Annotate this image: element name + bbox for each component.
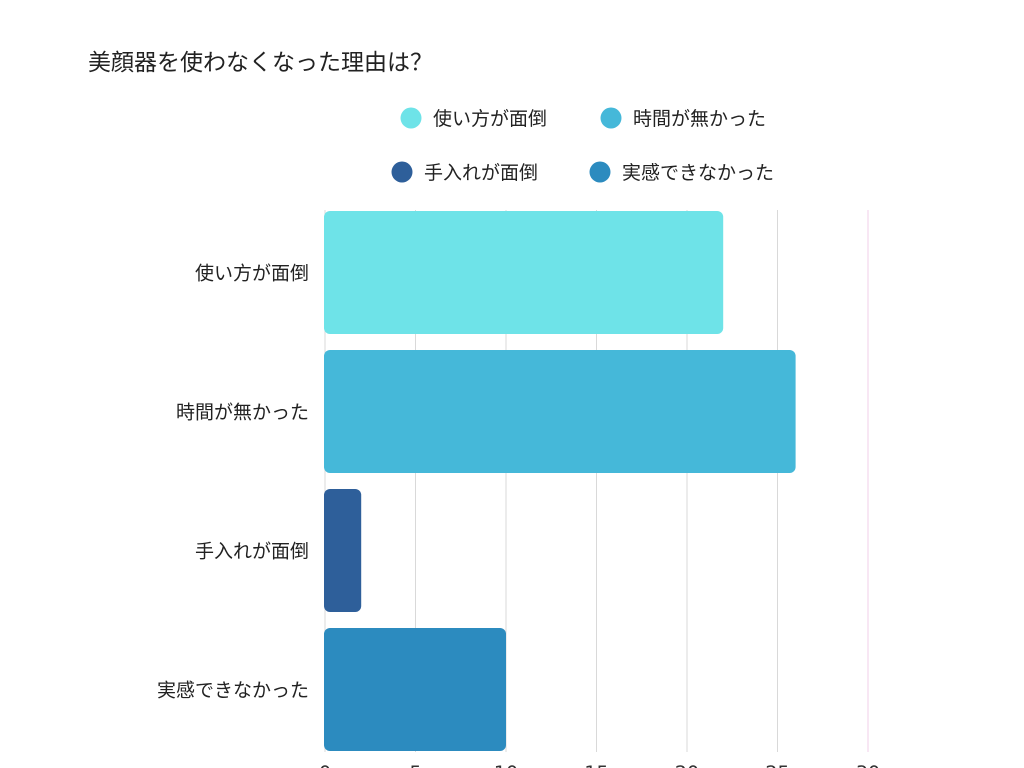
x-tick-label-10: 10	[494, 762, 518, 768]
bars	[324, 211, 796, 751]
category-label-3: 手入れが面倒	[195, 541, 309, 563]
legend-label-2: 時間が無かった	[633, 108, 766, 130]
x-tick-label-15: 15	[584, 762, 608, 768]
chart-title: 美顔器を使わなくなった理由は？	[88, 50, 433, 76]
bar-1	[324, 211, 724, 334]
legend-item-2: 時間が無かった	[600, 107, 766, 130]
x-tick-labels: 0 5 10 15 20 25 30	[319, 762, 880, 768]
category-label-1: 使い方が面倒	[195, 263, 309, 285]
legend-swatch-3	[391, 161, 413, 183]
legend-item-4: 実感できなかった	[589, 161, 774, 184]
x-tick-label-20: 20	[675, 762, 699, 768]
bar-2	[324, 350, 796, 473]
legend-item-1: 使い方が面倒	[400, 107, 547, 130]
x-tick-label-0: 0	[319, 762, 331, 768]
bar-4	[324, 628, 506, 751]
legend-swatch-2	[600, 107, 622, 129]
legend-item-3: 手入れが面倒	[391, 161, 538, 184]
bar-3	[324, 489, 362, 612]
legend-swatch-4	[589, 161, 611, 183]
category-label-2: 時間が無かった	[176, 402, 309, 424]
legend-label-1: 使い方が面倒	[433, 108, 547, 130]
x-tick-label-5: 5	[409, 762, 421, 768]
x-tick-label-25: 25	[765, 762, 789, 768]
legend-label-4: 実感できなかった	[622, 162, 774, 184]
legend-label-3: 手入れが面倒	[424, 162, 538, 184]
x-tick-label-30: 30	[856, 762, 880, 768]
category-label-4: 実感できなかった	[157, 680, 309, 702]
legend-swatch-1	[400, 107, 422, 129]
